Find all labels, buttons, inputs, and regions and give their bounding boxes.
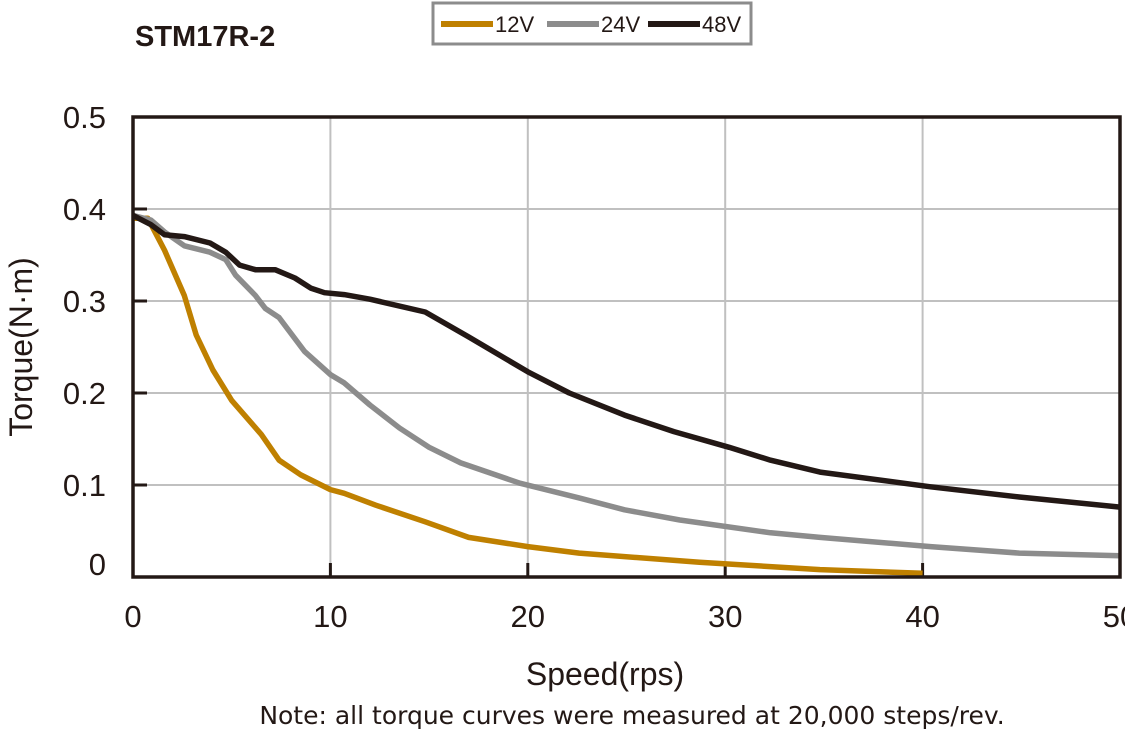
y-tick-label: 0.5	[63, 100, 106, 135]
chart-title: STM17R-2	[135, 21, 275, 53]
x-tick-label: 30	[708, 599, 742, 634]
series-line-48V	[131, 212, 1121, 510]
y-tick-label: 0.1	[63, 468, 106, 503]
plot-frame	[131, 115, 1122, 579]
series-lines	[131, 212, 1121, 577]
x-tick-label: 10	[313, 599, 347, 634]
y-tick-label: 0.4	[63, 192, 106, 227]
series-line-24V	[132, 212, 1121, 559]
x-tick-label: 0	[124, 599, 141, 634]
x-tick-label: 20	[511, 599, 545, 634]
y-tick-label: 0	[89, 547, 106, 582]
measurement-note: Note: all torque curves were measured at…	[259, 701, 1004, 730]
legend-label-24V: 24V	[601, 12, 640, 37]
x-tick-label: 50	[1103, 599, 1125, 634]
legend-label-48V: 48V	[702, 12, 741, 37]
legend-label-12V: 12V	[495, 12, 534, 37]
legend: 12V 24V 48V	[431, 1, 753, 46]
tick-labels: 0 10 20 30 40 50 0 0.1 0.2 0.3 0.4 0.5	[63, 100, 1125, 634]
x-axis-label: Speed(rps)	[526, 656, 684, 692]
y-tick-label: 0.2	[63, 376, 106, 411]
y-axis-label: Torque(N·m)	[3, 257, 39, 437]
series-line-12V	[133, 215, 923, 577]
y-tick-label: 0.3	[63, 284, 106, 319]
x-tick-label: 40	[905, 599, 939, 634]
